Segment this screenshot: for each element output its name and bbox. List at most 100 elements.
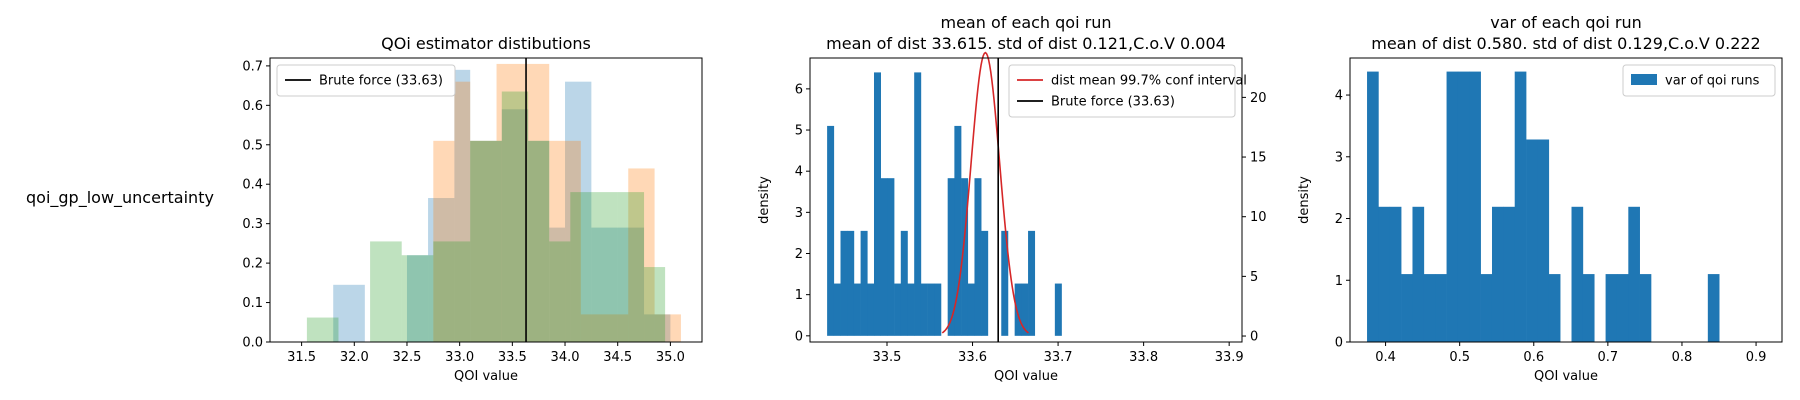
x-tick-label: 0.7 [1598,350,1619,365]
y-tick-label: 0 [795,329,803,344]
y-axis-label: density [757,176,772,224]
legend: dist mean 99.7% conf interval Brute force… [1008,64,1247,118]
hist-bar [1054,283,1062,336]
legend-label: var of qoi runs [1665,74,1760,89]
x-tick-label: 32.0 [340,350,369,365]
hist-bar [428,198,455,342]
hist-bar [934,283,942,336]
y-axis-label: density [1297,176,1312,224]
hist-bar [914,72,922,336]
hist-bar [470,140,502,342]
x-tick-label: 0.4 [1375,350,1396,365]
x-tick-label: 34.5 [603,350,632,365]
hist-bar [873,72,881,336]
hist-bar [907,283,915,336]
hist-bar [1469,71,1481,342]
x-tick-label: 33.7 [1044,350,1073,365]
y-tick-label: 3 [795,206,803,221]
y-tick-label: 0.5 [242,138,263,153]
hist-bar [840,230,848,336]
y-tick-label: 5 [795,124,803,139]
hist-bar [306,317,339,342]
legend-box [276,64,456,97]
legend-label: Brute force (33.63) [319,74,443,89]
hist-bar [454,81,471,343]
y-tick-label: 0.6 [242,99,263,114]
chart-subtitle: mean of dist 33.615. std of dist 0.121,C… [826,34,1226,53]
hist-bar [1582,274,1595,342]
hist-bar [601,314,629,342]
legend: Brute force (33.63) [276,64,456,97]
hist-bar [1423,274,1436,342]
hist-bar [1639,274,1652,342]
panel-1: 31.5 32.0 32.5 33.0 33.5 34.0 34.5 35.0 0.0 0.1 0.… [242,34,703,384]
y-tick-label: 4 [795,165,803,180]
hist-bar [617,192,645,342]
y2-tick-label: 10 [1250,210,1267,225]
legend-box [1622,64,1776,97]
hist-bar [894,283,902,336]
hist-bar [501,109,529,343]
hist-bar [501,91,529,343]
x-tick-label: 35.0 [656,350,685,365]
hist-bar [1446,71,1459,342]
hist-bar [827,125,835,336]
y-tick-label: 0.4 [242,178,263,193]
hist-bar [580,314,602,342]
hist-bar [853,283,861,336]
legend-box [1008,64,1236,118]
hist-bar [433,140,455,342]
x-tick-label: 33.0 [445,350,474,365]
axes-frame [809,57,1243,343]
y-tick-label: 0.0 [242,336,263,351]
hist-bar [860,230,868,336]
hist-bar [1526,139,1538,342]
y2-tick-label: 15 [1250,151,1267,166]
hist-bar [454,69,471,342]
hist-bar [1021,283,1029,336]
hist-bar [1571,206,1584,342]
hist-bar [628,168,655,342]
hist-bar [1401,274,1413,342]
hist-bar [1491,206,1504,342]
hist-bar [920,283,928,336]
hist-bar [1367,71,1379,342]
hist-bar [1389,206,1402,342]
y-tick-label: 0.3 [242,217,263,232]
hist-bar [1707,274,1720,342]
hist-bar [981,230,989,336]
hist-bar [528,63,550,343]
hist-bar [470,140,502,342]
hist-bar [927,283,935,336]
axes-frame [1349,57,1783,343]
hist-bar [1435,274,1447,342]
chart-title: QOi estimator distibutions [381,34,591,53]
hist-bar [333,284,365,342]
hist-bar [549,227,566,342]
hist-bar [1537,139,1550,342]
hist-bar [961,178,969,336]
hist-bar [1616,274,1629,342]
y2-tick-label: 20 [1250,91,1267,106]
x-axis-label: QOI value [994,369,1058,384]
hist-bar [887,178,895,336]
x-tick-label: 31.5 [287,350,316,365]
y-tick-label: 0.2 [242,257,263,272]
x-tick-label: 32.5 [392,350,421,365]
y-tick-label: 0.1 [242,296,263,311]
hist-bar [1548,274,1561,342]
hist-bar [470,140,497,342]
hist-bar [1412,206,1425,342]
y2-tick-label: 0 [1250,330,1258,345]
hist-bar [880,178,888,336]
hist-bar [370,241,402,342]
hist-bar [401,255,434,342]
x-tick-label: 34.0 [551,350,580,365]
hist-bar [565,81,592,343]
x-tick-label: 33.5 [498,350,527,365]
x-tick-label: 0.6 [1523,350,1544,365]
y-tick-label: 2 [795,247,803,262]
hist-bar [1628,206,1640,342]
x-tick-label: 33.9 [1215,350,1244,365]
hist-bar [1503,206,1516,342]
